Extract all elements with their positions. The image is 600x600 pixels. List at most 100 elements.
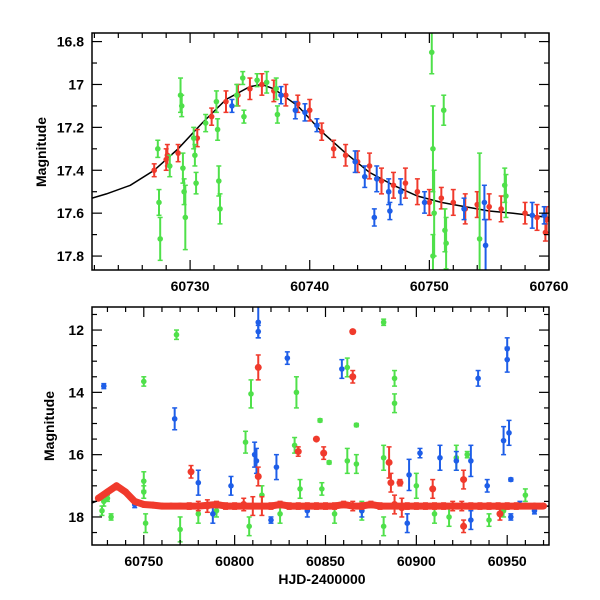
data-point-red [522,201,528,225]
data-point-green [293,376,300,409]
plot-frame [91,306,550,546]
data-point-green [503,173,509,219]
data-point-green [440,94,447,126]
data-point-green [297,478,303,500]
data-point-blue [481,184,488,221]
data-point-green [202,113,209,133]
data-point-green [193,171,199,195]
y-tick-label: 17.8 [57,248,84,264]
data-point-green [344,447,351,475]
data-point-green [216,165,222,197]
x-tick-label: 60750 [410,278,449,294]
data-point-red [366,152,373,180]
data-point-red [387,472,395,493]
x-tick-label: 60760 [530,278,569,294]
data-point-blue [255,324,262,339]
data-point-green [273,77,280,101]
bottom-x-axis-label: HJD-2400000 [278,571,365,587]
data-point-green [213,90,220,114]
data-point-red [414,178,421,206]
x-tick-label: 60740 [290,278,329,294]
data-point-blue [397,178,404,206]
plot-area [92,307,549,543]
data-point-green [178,94,185,118]
data-point-blue [500,425,507,456]
data-point-blue [406,458,412,492]
data-point-red [223,90,229,114]
top-y-axis-label: Magnitude [33,117,49,187]
data-point-green [177,516,183,543]
data-point-blue [292,100,299,120]
data-point-green [99,505,105,517]
y-tick-label: 16.8 [57,34,84,50]
data-point-red [378,167,385,195]
y-tick-label: 17.2 [57,119,84,135]
series-blue [229,85,548,270]
y-tick-label: 18 [68,509,84,525]
data-point-green [142,513,149,534]
data-point-red [259,73,265,96]
data-point-red [320,446,328,461]
data-point-blue [229,98,235,114]
data-point-blue [468,509,474,531]
data-point-green [353,422,360,428]
series-red [94,328,548,534]
data-point-green [430,233,436,270]
data-point-red [247,77,253,101]
data-point-green [140,376,147,387]
data-point-blue [371,208,378,227]
data-point-green [239,70,246,86]
x-tick-label: 60800 [215,553,254,569]
data-point-blue [373,165,380,193]
data-point-green [156,188,162,217]
data-point-green [140,485,147,500]
data-point-blue [541,205,548,225]
data-point-red [254,466,262,487]
y-tick-label: 12 [68,322,84,338]
axis-ticks [92,33,550,270]
data-point-green [217,193,223,225]
data-point-blue [475,369,481,387]
data-point-red [187,464,195,479]
data-point-red [318,122,325,141]
data-point-green [391,393,398,414]
data-point-blue [268,516,274,524]
data-point-green [326,459,332,466]
y-tick-label: 17.4 [57,162,84,178]
x-tick-label: 60850 [306,553,345,569]
data-point-red [396,478,404,487]
x-tick-label: 60950 [488,553,527,569]
data-point-red [349,328,357,336]
data-point-blue [273,453,280,481]
data-point-blue [195,469,202,496]
y-tick-label: 14 [68,384,84,400]
data-point-green [522,488,529,503]
data-point-green [154,139,161,159]
top-panel-zoomed-light-curve: 60730 60740 60750 60760 16.8 17 17.2 17.4 17.6 17… [57,32,569,294]
plot-frame [91,32,550,271]
data-point-blue [468,444,474,478]
data-point-green [233,83,240,107]
data-point-red [498,195,504,223]
series-green [99,318,529,543]
data-point-red [151,163,158,178]
data-point-blue [461,197,467,221]
data-point-blue [504,346,511,373]
data-point-green [380,444,387,471]
data-point-green [254,73,260,88]
data-point-red [460,519,468,534]
data-point-red [486,193,492,221]
data-point-blue [417,447,423,459]
data-point-red [254,354,262,381]
red-baseline-band [96,482,544,510]
data-point-blue [453,450,460,471]
data-point-blue [171,407,178,431]
data-point-blue [253,447,260,475]
data-point-green [248,379,254,409]
data-point-blue [284,351,291,366]
data-point-blue [339,358,345,380]
data-point-green [166,154,173,178]
data-point-red [175,143,181,163]
data-point-green [476,152,483,270]
data-point-blue [484,478,491,493]
